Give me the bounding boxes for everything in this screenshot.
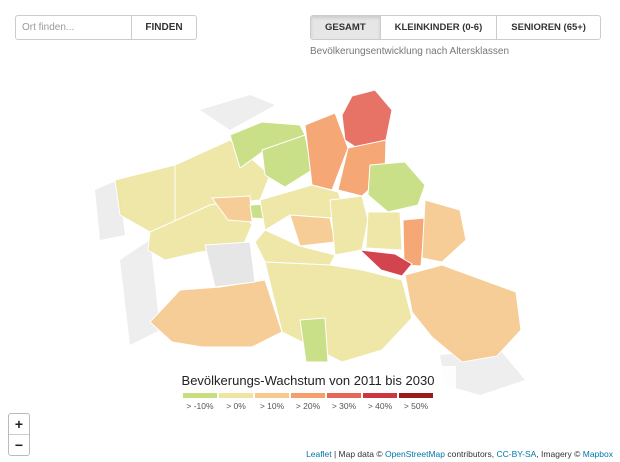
legend-swatch [327, 393, 361, 398]
attribution: Leaflet | Map data © OpenStreetMap contr… [303, 448, 616, 460]
legend: Bevölkerungs-Wachstum von 2011 bis 2030 … [160, 366, 456, 422]
legend-swatch [183, 393, 217, 398]
tab[interactable]: GESAMT [311, 16, 380, 39]
legend-item: > 10% [255, 393, 289, 411]
zoom-out[interactable]: − [9, 434, 29, 455]
attribution-link[interactable]: CC-BY-SA [496, 449, 537, 459]
district[interactable] [304, 112, 349, 191]
district[interactable] [114, 164, 176, 233]
legend-label: > 30% [331, 401, 357, 411]
attribution-text: contributors, [444, 449, 497, 459]
surrounding-land [120, 240, 160, 345]
legend-items: > -10% > 0% > 10% > 20% > 30% > 40% > 50% [160, 393, 456, 411]
zoom-control: + − [8, 413, 30, 456]
search-box[interactable]: Ort finden... FINDEN [15, 15, 197, 40]
subtitle: Bevölkerungsentwicklung nach Altersklass… [310, 46, 509, 57]
surrounding-land [200, 95, 275, 130]
district[interactable] [289, 214, 336, 247]
legend-title: Bevölkerungs-Wachstum von 2011 bis 2030 [181, 373, 435, 388]
attribution-link[interactable]: OpenStreetMap [384, 449, 445, 459]
legend-item: > 20% [291, 393, 325, 411]
legend-item: > 40% [363, 393, 397, 411]
tab-group: GESAMT KLEINKINDER (0-6) SENIOREN (65+) [310, 15, 601, 40]
district[interactable] [358, 249, 413, 277]
search-input[interactable]: Ort finden... [22, 22, 75, 33]
district[interactable] [211, 195, 253, 223]
legend-label: > 20% [295, 401, 321, 411]
district[interactable] [299, 317, 329, 363]
district[interactable] [264, 261, 413, 363]
district[interactable] [421, 199, 467, 263]
district[interactable] [329, 195, 369, 256]
legend-label: > 40% [367, 401, 393, 411]
attribution-link[interactable]: Mapbox [582, 449, 613, 459]
legend-label: > 50% [403, 401, 429, 411]
district[interactable] [149, 279, 283, 348]
legend-item: > -10% [183, 393, 217, 411]
legend-item: > 0% [219, 393, 253, 411]
legend-swatch [363, 393, 397, 398]
tab[interactable]: KLEINKINDER (0-6) [379, 16, 497, 39]
district[interactable] [367, 161, 426, 213]
legend-item: > 50% [399, 393, 433, 411]
legend-label: > -10% [186, 401, 214, 411]
legend-item: > 30% [327, 393, 361, 411]
district[interactable] [261, 134, 313, 188]
legend-label: > 10% [259, 401, 285, 411]
attribution-text: | Map data © [331, 449, 385, 459]
attribution-text: , Imagery © [536, 449, 583, 459]
tab[interactable]: SENIOREN (65+) [496, 16, 600, 39]
no-data-area [204, 241, 256, 288]
district[interactable] [402, 217, 426, 267]
search-button[interactable]: FINDEN [131, 16, 196, 39]
legend-label: > 0% [226, 401, 246, 411]
attribution-link[interactable]: Leaflet [306, 449, 332, 459]
zoom-in[interactable]: + [14, 416, 24, 432]
legend-swatch [399, 393, 433, 398]
district[interactable] [365, 211, 403, 251]
legend-swatch [291, 393, 325, 398]
legend-swatch [255, 393, 289, 398]
legend-swatch [219, 393, 253, 398]
district[interactable] [404, 264, 522, 363]
